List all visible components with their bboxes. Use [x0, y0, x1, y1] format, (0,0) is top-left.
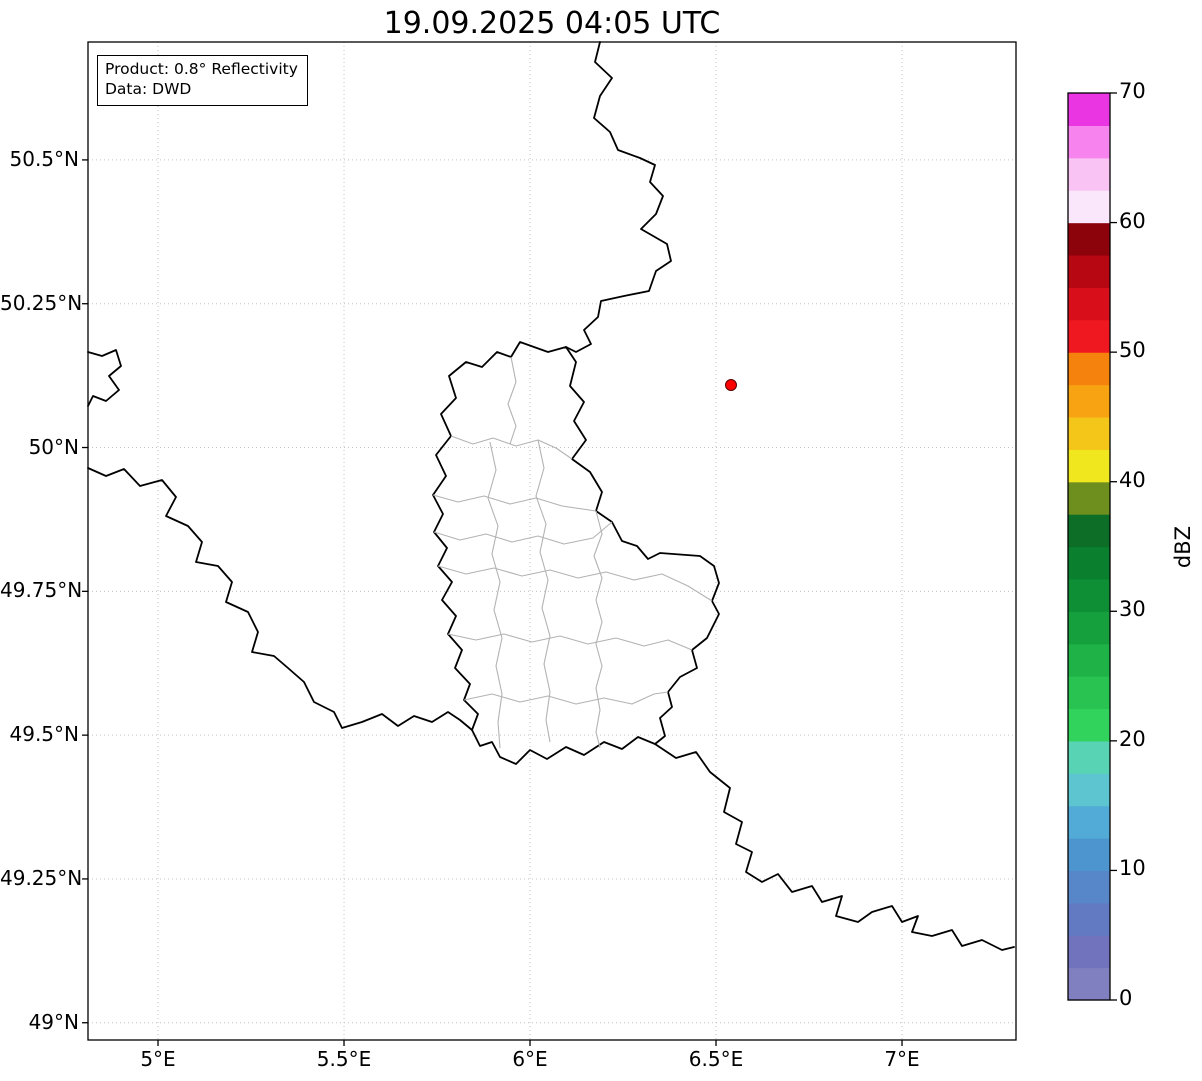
y-tick-label: 50°N — [28, 434, 79, 459]
y-tick-label: 50.25°N — [0, 290, 83, 315]
annotation-box: Product: 0.8° Reflectivity Data: DWD — [97, 55, 308, 106]
colorbar-border — [1067, 92, 1111, 1001]
border-belgium-germany — [565, 41, 672, 353]
district-border — [593, 510, 603, 749]
colorbar-tick-label: 20 — [1119, 726, 1146, 751]
colorbar-tick-label: 50 — [1119, 338, 1146, 363]
colorbar-tick-label: 40 — [1119, 467, 1146, 492]
district-border — [433, 521, 613, 545]
border-left-pocket — [87, 349, 122, 407]
x-tick-label: 6.5°E — [688, 1047, 744, 1071]
district-border — [437, 565, 713, 602]
border-luxembourg — [432, 341, 720, 765]
district-border — [507, 356, 517, 445]
y-tick-label: 49.5°N — [9, 722, 80, 747]
district-border — [487, 441, 503, 749]
plot-border — [87, 41, 1017, 1041]
colorbar-tick-label: 70 — [1119, 79, 1146, 103]
plot-title: 19.09.2025 04:05 UTC — [383, 6, 721, 41]
colorbar-tick-label: 0 — [1119, 986, 1133, 1010]
border-belgium-france — [87, 467, 473, 731]
district-border — [535, 439, 551, 743]
colorbar-axis-label: dBZ — [1171, 525, 1195, 569]
district-border — [447, 633, 693, 651]
x-tick-label: 5.5°E — [316, 1047, 372, 1071]
x-tick-label: 7°E — [884, 1047, 920, 1071]
border-france-germany — [654, 743, 1015, 951]
colorbar-tick-label: 30 — [1119, 597, 1146, 622]
grid-lines — [88, 42, 1016, 1040]
y-tick-label: 49°N — [28, 1009, 79, 1034]
colorbar-tick-label: 10 — [1119, 856, 1146, 881]
y-tick-label: 49.75°N — [0, 578, 83, 603]
annotation-product-line: Product: 0.8° Reflectivity — [105, 60, 298, 78]
district-border — [432, 494, 597, 512]
x-tick-label: 6°E — [512, 1047, 548, 1071]
map-layer — [87, 41, 1015, 951]
district-border — [450, 435, 573, 460]
y-tick-label: 50.5°N — [9, 146, 80, 171]
x-tick-label: 5°E — [140, 1047, 176, 1071]
annotation-source-line: Data: DWD — [105, 80, 192, 99]
plot-background — [88, 42, 1016, 1040]
radar-location-marker — [725, 379, 737, 391]
axis-ticks — [82, 92, 1117, 1046]
y-tick-label: 49.25°N — [0, 865, 83, 890]
colorbar-tick-label: 60 — [1119, 208, 1146, 233]
colorbar-gradient — [1068, 93, 1110, 1001]
district-borders — [432, 356, 713, 749]
